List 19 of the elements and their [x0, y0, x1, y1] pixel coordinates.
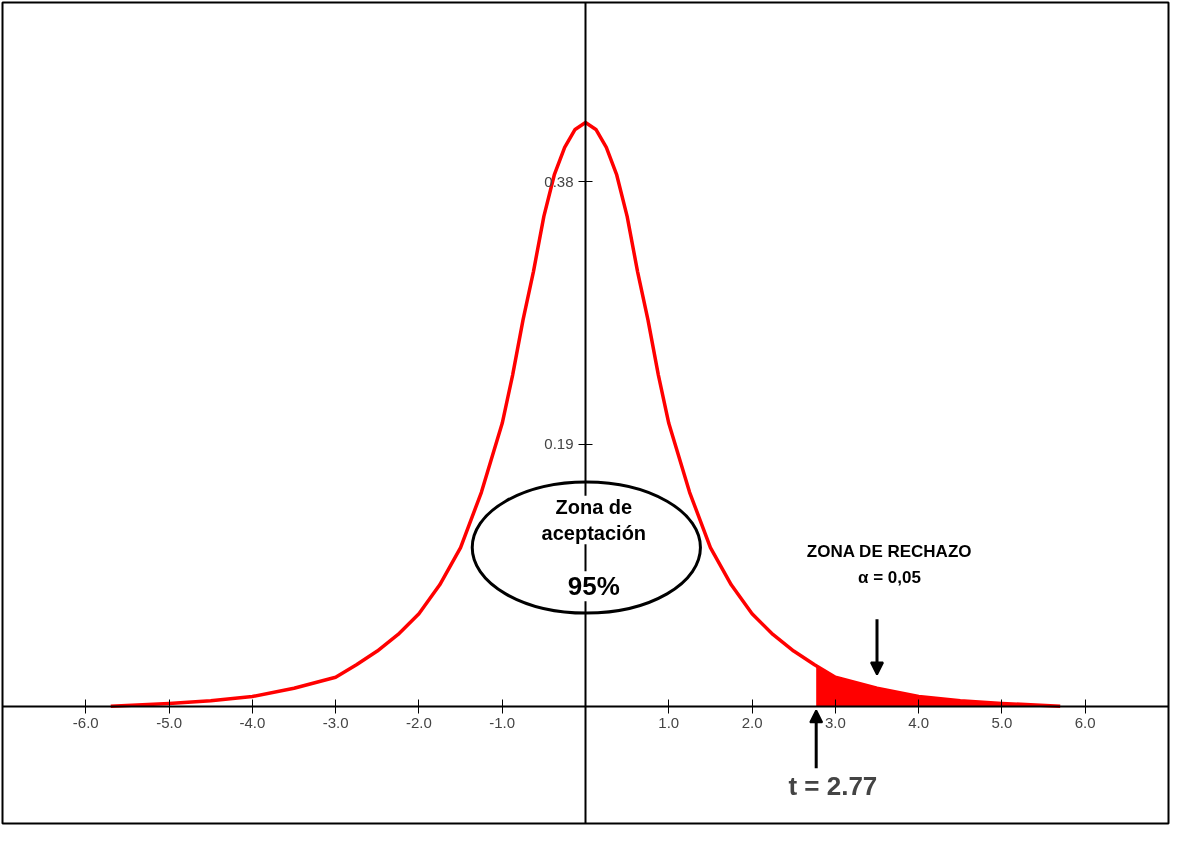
x-tick-label: 3.0: [824, 714, 846, 732]
x-tick-label: 4.0: [908, 714, 930, 732]
annotation: 95%: [567, 571, 620, 602]
annotation: Zona de aceptación: [541, 495, 647, 545]
annotation: ZONA DE RECHAZO: [806, 542, 972, 562]
annotation: α = 0,05: [858, 568, 921, 588]
x-tick-label: -6.0: [72, 714, 99, 732]
x-tick-label: 2.0: [741, 714, 763, 732]
x-tick-label: -2.0: [406, 714, 432, 732]
x-tick-label: -1.0: [489, 714, 516, 732]
y-tick-label: 0.19: [544, 435, 574, 453]
x-tick-label: -4.0: [239, 714, 266, 732]
x-tick-label: -3.0: [322, 714, 349, 732]
x-tick-label: 5.0: [991, 714, 1013, 732]
x-tick-label: 6.0: [1074, 714, 1096, 732]
x-tick-label: 1.0: [658, 714, 680, 732]
x-tick-label: -5.0: [156, 714, 183, 732]
annotation: t = 2.77: [788, 771, 878, 802]
line-series: [109, 120, 1062, 708]
